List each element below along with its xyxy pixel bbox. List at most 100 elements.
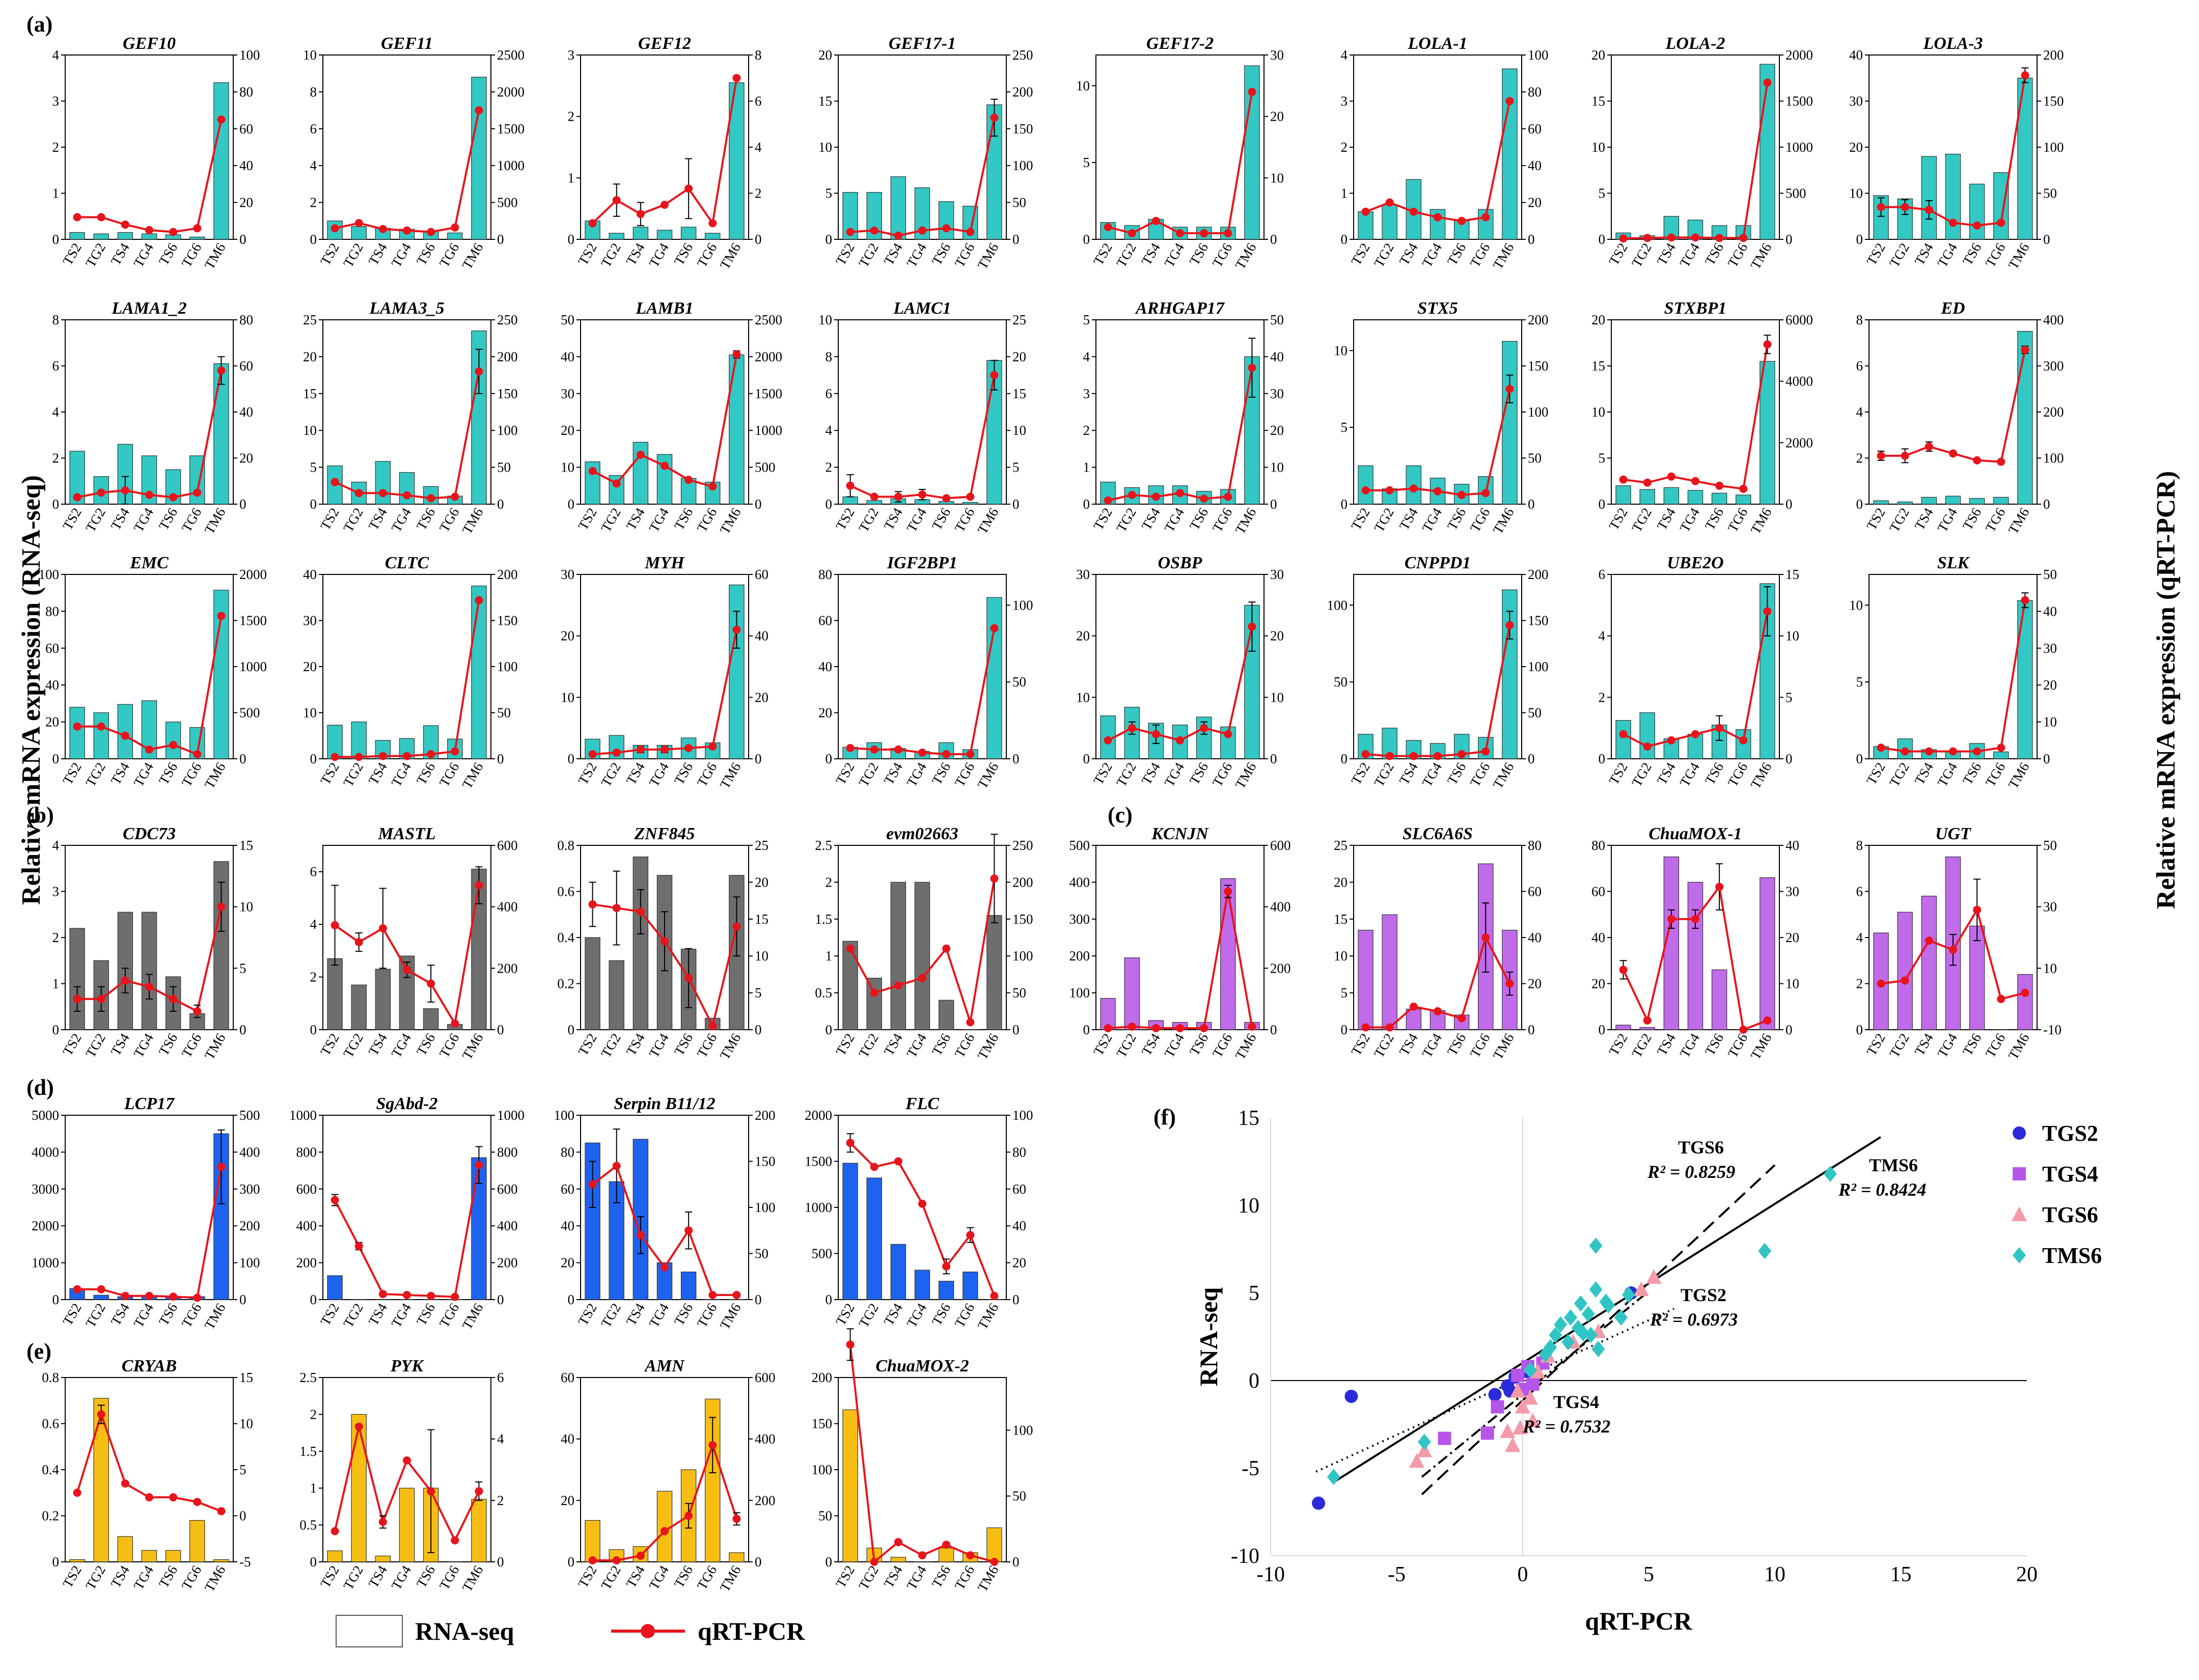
left-tick-label: 0 [568, 232, 575, 247]
qrtpcr-point-ts2 [588, 750, 597, 758]
x-tick-label: TS4 [881, 1301, 906, 1328]
x-tick-label: TS2 [833, 760, 857, 787]
x-tick-label: TS6 [414, 1031, 438, 1058]
right-tick-label: 100 [497, 659, 518, 674]
left-tick-label: 25 [1334, 838, 1348, 853]
x-tick-label: TS4 [366, 1563, 391, 1590]
right-tick-label: 200 [497, 567, 518, 582]
point-tms6 [1589, 1281, 1603, 1298]
qrtpcr-point-ts6 [684, 1226, 693, 1235]
qrtpcr-point-tg6 [708, 1022, 717, 1030]
qrtpcr-point-ts4 [1667, 915, 1675, 923]
qrtpcr-point-tg6 [451, 747, 459, 756]
x-tick-label: TG4 [903, 240, 929, 270]
left-tick-label: 10 [303, 423, 317, 438]
right-tick-label: 0 [755, 1022, 762, 1037]
qrtpcr-point-ts2 [73, 722, 81, 731]
plot-frame [322, 574, 491, 759]
left-tick-label: 1000 [32, 1255, 59, 1271]
qrtpcr-point-ts4 [378, 1290, 387, 1299]
right-tick-label: 100 [755, 1200, 776, 1215]
left-tick-label: 0 [826, 497, 833, 512]
left-tick-label: 300 [1069, 912, 1090, 927]
qrtpcr-point-tg6 [451, 1019, 459, 1028]
point-tgs6 [1409, 1453, 1425, 1468]
left-tick-label: 20 [561, 628, 574, 644]
right-tick-label: 1500 [1785, 94, 1813, 109]
left-tick-label: 5 [1599, 451, 1606, 466]
x-tick-label: TG6 [436, 505, 462, 535]
right-tick-label: 500 [755, 460, 776, 475]
fit-name-tms6: TMS6 [1869, 1155, 1918, 1175]
x-tick-label: TS6 [1960, 1031, 1984, 1058]
qrtpcr-point-ts6 [169, 995, 178, 1003]
x-tick-label: TS2 [60, 1563, 84, 1590]
bar-tm6 [1760, 877, 1775, 1030]
x-tick-label: TS6 [671, 1031, 696, 1058]
bar-tm6 [213, 1559, 229, 1562]
right-tick-label: 10 [1785, 976, 1799, 992]
chart-title: FLC [905, 1094, 939, 1113]
right-tick-label: 40 [755, 628, 768, 644]
qrtpcr-point-tg2 [870, 492, 878, 501]
right-tick-label: 200 [1270, 960, 1291, 976]
qrtpcr-point-tg4 [403, 1290, 411, 1299]
right-tick-label: 50 [1012, 985, 1026, 1001]
left-tick-label: 100 [39, 567, 60, 582]
bar-ts6 [1969, 925, 1985, 1030]
qrtpcr-point-tg6 [1224, 887, 1232, 896]
right-tick-label: 2000 [755, 349, 782, 364]
point-tms6 [1614, 1309, 1628, 1326]
qrtpcr-point-ts2 [73, 995, 81, 1003]
right-tick-label: 0 [497, 1554, 504, 1569]
right-tick-label: 30 [1270, 567, 1284, 582]
bar-tg6 [705, 233, 721, 240]
left-tick-label: 15 [303, 386, 317, 401]
right-tick-label: 5 [239, 1462, 246, 1477]
left-tick-label: 8 [1856, 312, 1863, 327]
x-tick-label: TS2 [60, 240, 84, 268]
left-tick-label: 3 [1341, 94, 1348, 109]
x-tick-label: TG2 [340, 240, 366, 270]
qrtpcr-point-tg4 [661, 461, 669, 470]
left-tick-label: 4 [1083, 349, 1090, 364]
chart-sgabd-2: SgAbd-2 0 200 400 600 800 1000 0 200 400 600 800 100… [289, 1094, 525, 1332]
qrtpcr-point-ts4 [1409, 1002, 1418, 1011]
x-tick-label: TG6 [1983, 1031, 2009, 1060]
left-tick-label: 0 [1856, 1022, 1863, 1037]
chart-lola-1: LOLA-101234020406080100TS2TG2TS4TG4TS6TG… [1341, 34, 1549, 272]
qrtpcr-point-ts6 [942, 494, 951, 503]
chart-title: CNPPD1 [1405, 554, 1471, 572]
qrtpcr-point-tg2 [870, 226, 878, 235]
right-tick-label: 80 [239, 84, 253, 99]
qrtpcr-point-ts4 [1151, 730, 1160, 738]
x-tick-label: TG4 [1676, 240, 1702, 270]
qrtpcr-line [77, 1166, 223, 1299]
x-tick-label: TG4 [130, 1301, 156, 1330]
qrtpcr-point-ts6 [684, 743, 693, 752]
point-tgs6 [1510, 1383, 1526, 1398]
bar-ts6 [165, 1550, 181, 1562]
qrtpcr-point-tg2 [870, 1163, 878, 1171]
qrtpcr-point-ts4 [121, 1479, 129, 1488]
bar-tg6 [1993, 172, 2009, 240]
left-tick-label: 0 [52, 1022, 60, 1037]
x-tick-label: TG4 [130, 505, 156, 535]
chart-title: GEF17-2 [1146, 34, 1214, 53]
bar-tm6 [471, 1499, 487, 1562]
left-tick-label: 5 [1083, 155, 1090, 170]
qrtpcr-point-ts6 [169, 228, 178, 236]
qrtpcr-point-tg2 [1901, 747, 1909, 756]
bar-ts2 [1358, 929, 1373, 1030]
bar-ts2 [1358, 465, 1373, 505]
bar-tm6 [2017, 331, 2033, 505]
chart-title: EMC [129, 554, 169, 572]
left-tick-label: 40 [45, 677, 59, 693]
x-tick-label: TG4 [1934, 505, 1960, 535]
x-tick-label: TS4 [1139, 760, 1164, 787]
x-tick-label: TG2 [856, 240, 882, 270]
left-tick-label: 0 [310, 232, 317, 247]
right-tick-label: 50 [1012, 674, 1026, 690]
x-tick-label: 15 [1890, 1563, 1912, 1586]
bar-ts6 [1969, 498, 1985, 505]
